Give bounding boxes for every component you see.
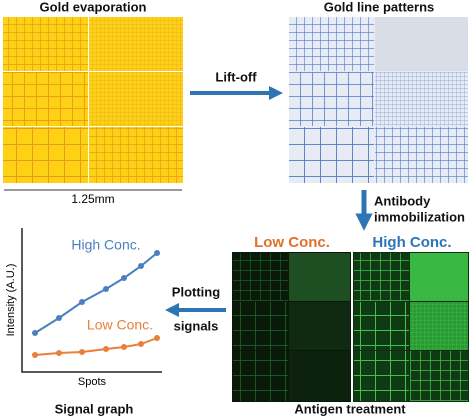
pattern-image xyxy=(289,17,468,183)
scale-label: 1.25mm xyxy=(71,192,114,206)
x-axis-label: Spots xyxy=(78,376,107,388)
series-label: Low Conc. xyxy=(87,317,153,333)
graph-axes xyxy=(21,228,162,373)
high-label: High Conc. xyxy=(372,234,451,251)
y-axis-label: Intensity (A.U.) xyxy=(5,264,17,337)
high-conc-image xyxy=(353,252,469,402)
high-curve xyxy=(32,250,160,336)
panel-title: Gold evaporation xyxy=(40,0,147,14)
step-label: immobilization xyxy=(374,209,465,224)
low-conc-image xyxy=(232,252,351,402)
step-label: Lift-off xyxy=(215,69,257,84)
panel-title: Gold line patterns xyxy=(324,0,435,14)
low-curve xyxy=(32,335,160,358)
step-label: Antibody xyxy=(374,193,431,208)
panel-title: Antigen treatment xyxy=(294,401,406,416)
low-label: Low Conc. xyxy=(254,234,330,251)
panel-title: Signal graph xyxy=(55,401,134,416)
series-label: High Conc. xyxy=(71,237,140,253)
step-label: signals xyxy=(174,318,219,333)
gold-image xyxy=(3,17,183,183)
step-label: Plotting xyxy=(172,284,220,299)
